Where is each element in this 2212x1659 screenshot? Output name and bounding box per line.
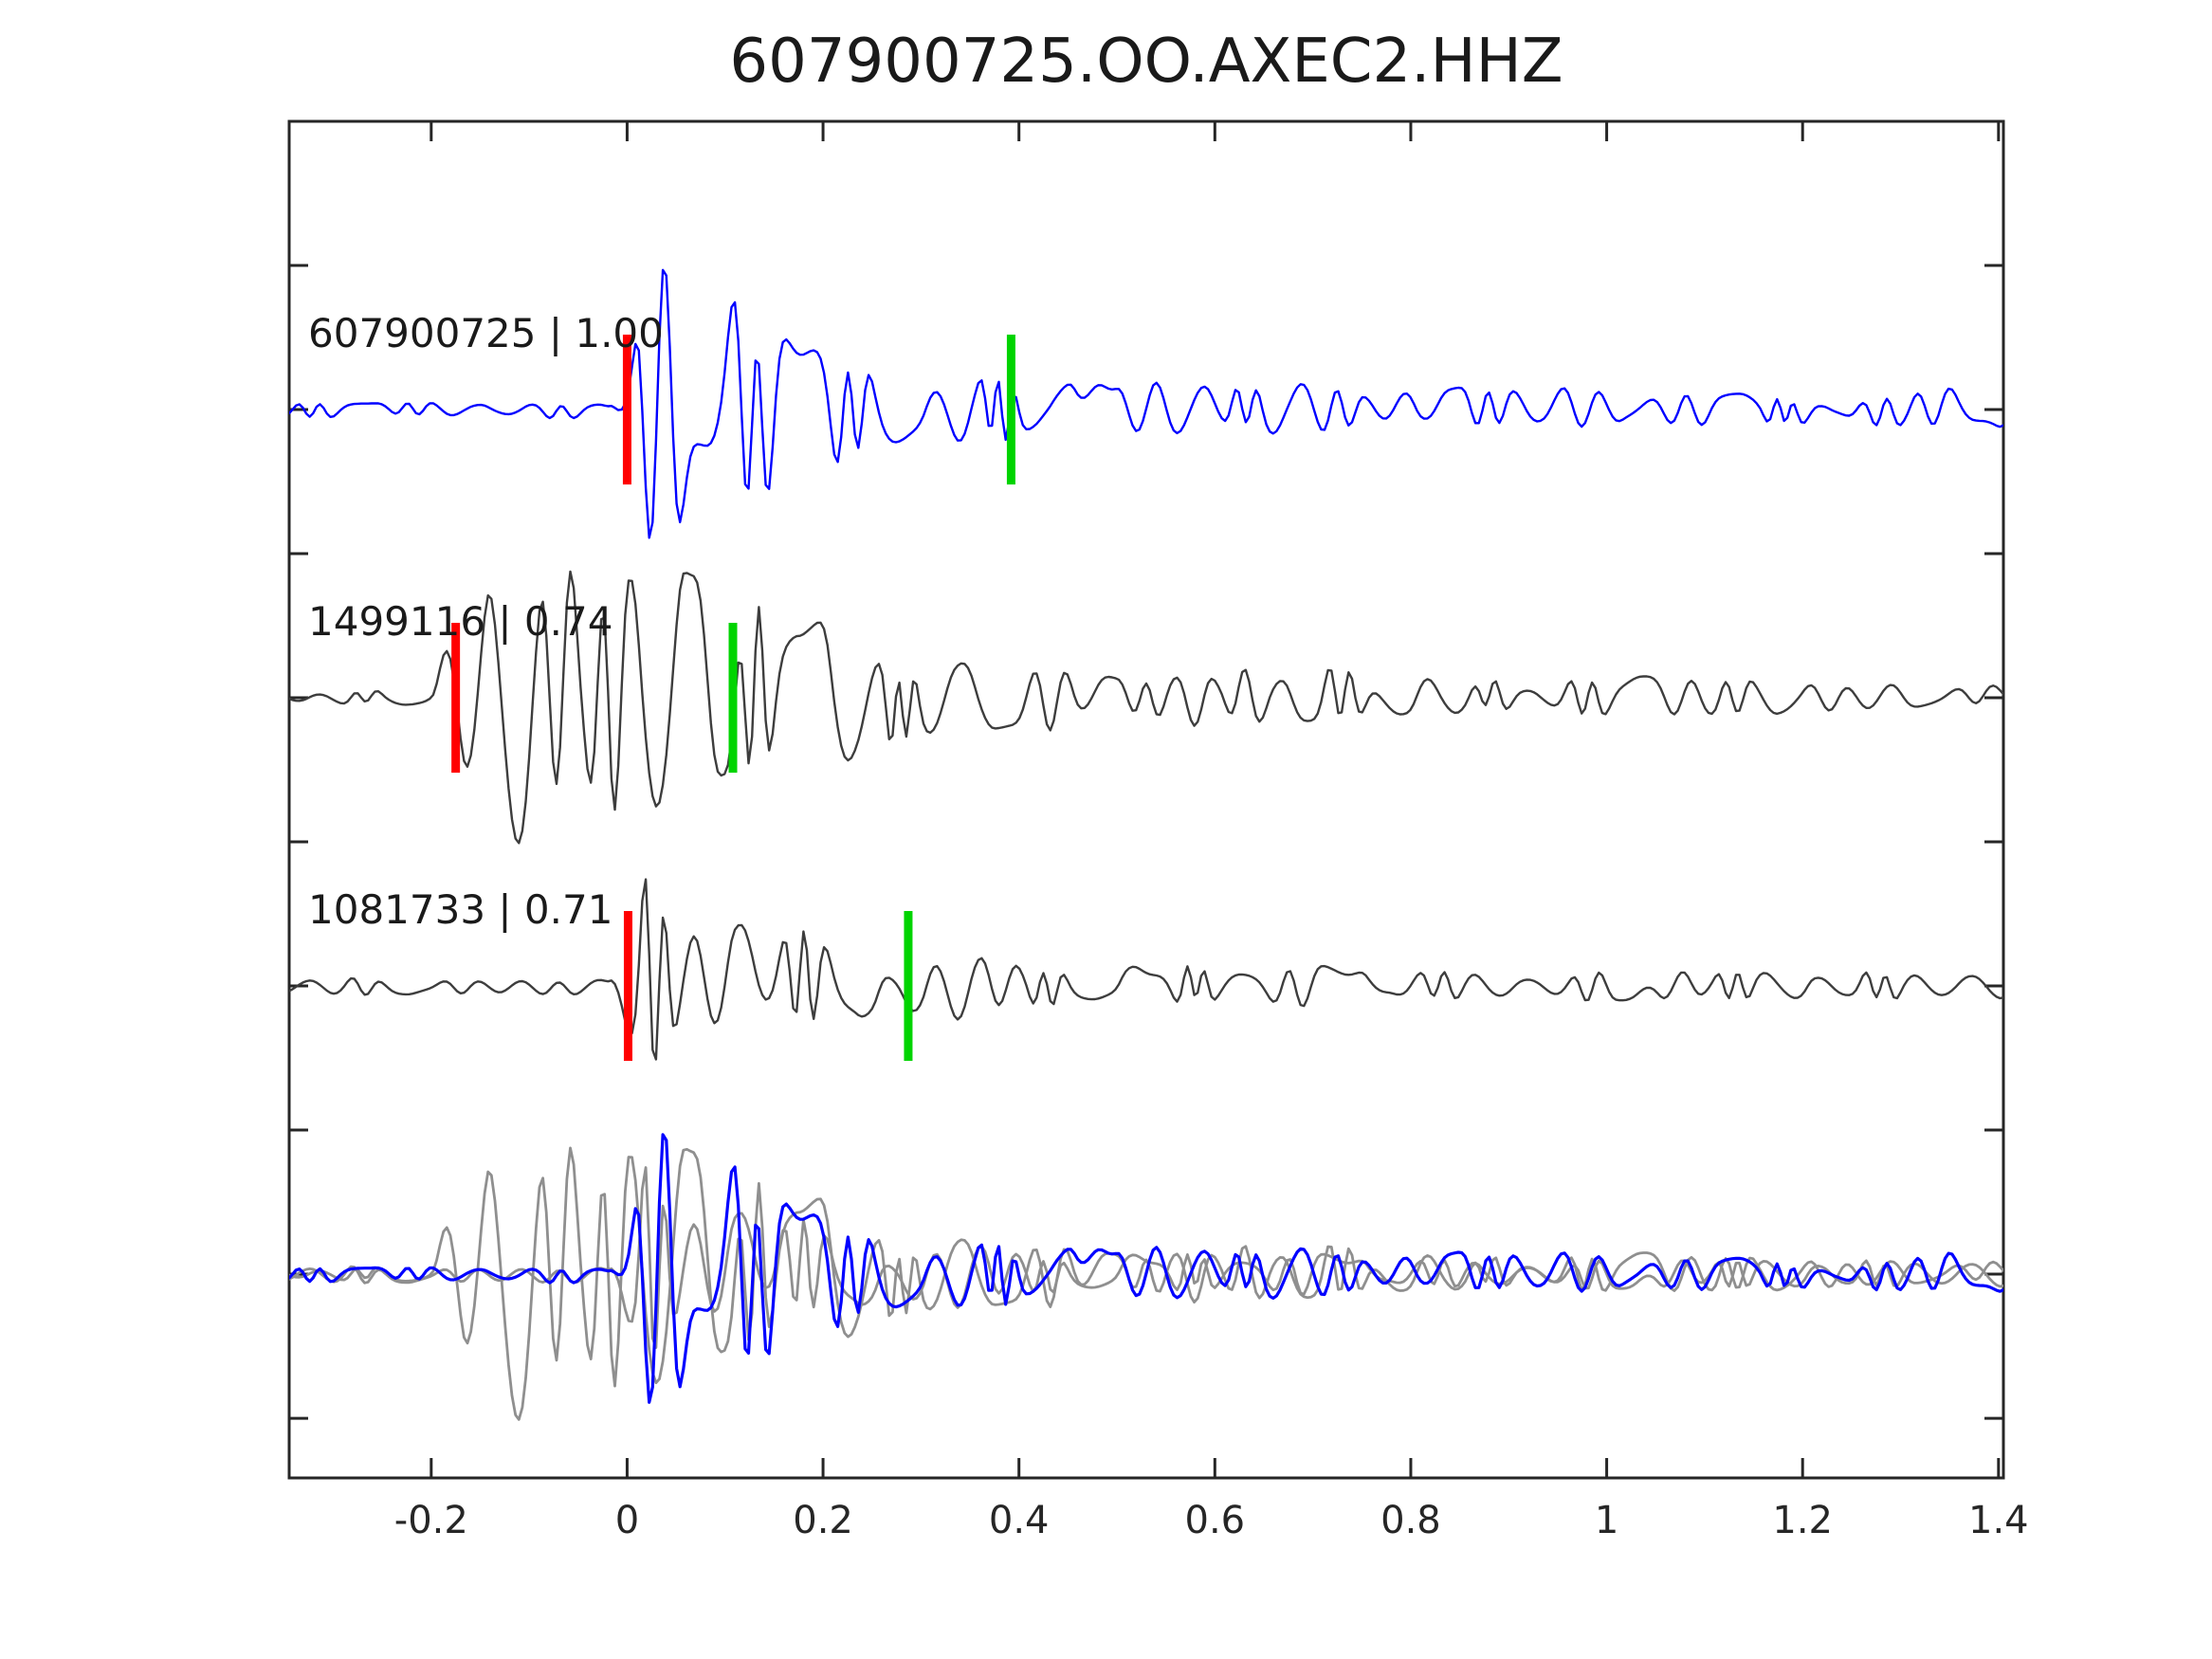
x-tick-label: 1.2 [1772,1499,1833,1542]
pick-markers-group [451,334,1015,1062]
waveform-overlay-607900725 [289,1133,2003,1404]
red-pick-marker-607900725 [622,334,631,485]
waveform-overlay-1081733 [289,1166,2003,1349]
traces-group [289,268,2003,1421]
waveform-row-1499116 [289,570,2003,845]
trace-label-1499116: 1499116 | 0.74 [308,598,612,645]
x-tick-label: 0.2 [793,1499,853,1542]
trace-label-607900725: 607900725 | 1.00 [308,310,664,356]
trace-labels-group: 607900725 | 1.00 1499116 | 0.74 1081733 | … [308,310,664,933]
x-tick-label: 1.4 [1968,1499,2029,1542]
red-pick-marker-1081733 [623,911,632,1062]
green-pick-marker-1081733 [904,911,913,1062]
x-tick-label: 0.8 [1380,1499,1441,1542]
waveform-row-607900725 [289,268,2003,539]
x-tick-label: 1 [1595,1499,1618,1542]
axes-border [287,119,2005,1480]
x-tick-label: -0.2 [394,1499,468,1542]
waveform-row-1081733 [289,878,2003,1061]
chart-title: 607900725.OO.AXEC2.HHZ [729,27,1563,97]
x-tick-labels: -0.2 0 0.2 0.4 0.6 0.8 1 1.2 1.4 [394,1499,2029,1542]
red-pick-marker-1499116 [451,622,461,774]
x-tick-label: 0 [615,1499,639,1542]
x-tick-label: 0.4 [989,1499,1050,1542]
green-pick-marker-1499116 [728,622,738,774]
x-tick-label: 0.6 [1185,1499,1246,1542]
trace-label-1081733: 1081733 | 0.71 [308,886,612,933]
green-pick-marker-607900725 [1006,334,1015,485]
